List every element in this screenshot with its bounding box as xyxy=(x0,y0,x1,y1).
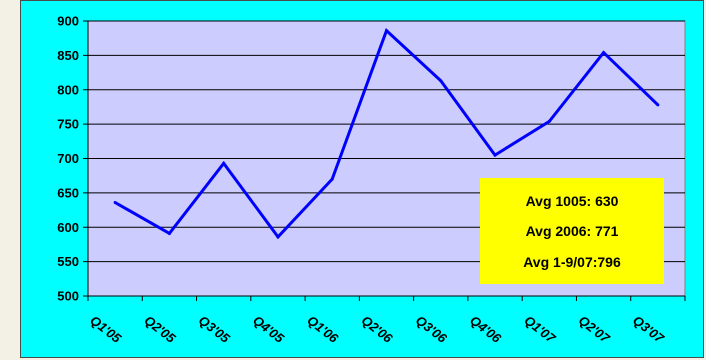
y-tick-label-500: 500 xyxy=(57,289,79,304)
data-point-Q3'07 xyxy=(656,103,660,107)
annotation-avg-2006: Avg 2006: 771 xyxy=(525,223,619,239)
average-annotation-box: Avg 1005: 630 Avg 2006: 771 Avg 1-9/07:7… xyxy=(480,178,664,284)
x-tick-label-3: Q4'05 xyxy=(250,313,287,347)
y-tick-label-900: 900 xyxy=(57,14,79,29)
line-chart: 500 550 600 650 700 750 800 850 900 Q1'05 Q2'05 Q3… xyxy=(57,14,686,347)
data-point-Q1'05 xyxy=(113,201,117,204)
x-tick-label-9: Q2'07 xyxy=(576,313,613,347)
data-point-Q2'05 xyxy=(167,231,171,235)
chart-frame: 500 550 600 650 700 750 800 850 900 Q1'05 Q2'05 Q3… xyxy=(20,0,704,358)
data-point-Q4'05 xyxy=(276,235,280,239)
x-tick-label-10: Q3'07 xyxy=(630,313,667,347)
data-point-Q2'07 xyxy=(602,51,606,55)
y-tick-label-800: 800 xyxy=(57,82,79,97)
x-tick-label-6: Q3'06 xyxy=(413,313,450,347)
x-tick-label-7: Q4'06 xyxy=(467,313,504,347)
data-point-Q2'06 xyxy=(385,29,388,33)
annotation-avg-2005: Avg 1005: 630 xyxy=(525,192,619,209)
x-tick-label-1: Q2'05 xyxy=(142,313,179,347)
x-tick-label-4: Q1'06 xyxy=(304,313,341,347)
y-tick-label-650: 650 xyxy=(57,185,79,200)
y-tick-label-600: 600 xyxy=(57,220,79,235)
x-tick-label-8: Q1'07 xyxy=(521,313,558,347)
y-tick-label-700: 700 xyxy=(57,151,79,166)
x-tick-label-2: Q3'05 xyxy=(196,313,233,347)
y-tick-label-850: 850 xyxy=(57,48,79,63)
y-tick-label-550: 550 xyxy=(57,254,79,269)
x-tick-label-0: Q1'05 xyxy=(87,313,124,347)
data-point-Q3'06 xyxy=(439,79,443,83)
x-tick-label-5: Q2'06 xyxy=(359,313,396,347)
data-point-Q1'06 xyxy=(330,177,334,181)
y-tick-label-750: 750 xyxy=(57,117,79,132)
data-point-Q1'07 xyxy=(547,119,551,123)
annotation-avg-2007: Avg 1-9/07:796 xyxy=(523,253,621,270)
data-point-Q3'05 xyxy=(222,161,226,165)
data-point-Q4'06 xyxy=(493,153,497,157)
